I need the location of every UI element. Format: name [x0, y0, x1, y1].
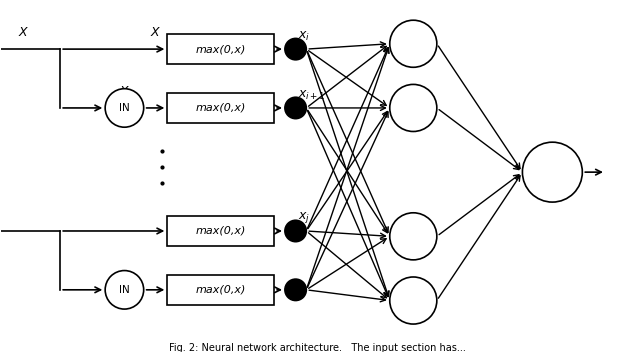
Circle shape: [285, 279, 306, 301]
Text: max(0,x): max(0,x): [195, 44, 246, 54]
Bar: [167, 216, 275, 246]
Text: max(0,x): max(0,x): [195, 226, 246, 236]
Circle shape: [522, 142, 582, 202]
Circle shape: [390, 20, 437, 67]
Text: X: X: [18, 26, 27, 39]
Bar: [167, 93, 275, 123]
Text: max(0,x): max(0,x): [195, 103, 246, 113]
Text: X: X: [150, 26, 158, 39]
Text: Fig. 2: Neural network architecture.   The input section has...: Fig. 2: Neural network architecture. The…: [169, 343, 465, 352]
Circle shape: [285, 38, 306, 60]
Ellipse shape: [105, 271, 144, 309]
Circle shape: [390, 213, 437, 260]
Text: IN: IN: [119, 103, 130, 113]
Text: $x_i$: $x_i$: [298, 30, 310, 43]
Circle shape: [285, 97, 306, 119]
Text: -X: -X: [116, 85, 129, 98]
Circle shape: [390, 277, 437, 324]
Text: $x_{i+1}$: $x_{i+1}$: [298, 88, 325, 101]
Text: IN: IN: [119, 285, 130, 295]
Bar: [167, 275, 275, 305]
Ellipse shape: [105, 89, 144, 127]
Text: $x_j$: $x_j$: [298, 209, 310, 225]
Text: max(0,x): max(0,x): [195, 285, 246, 295]
Bar: [167, 34, 275, 64]
Circle shape: [285, 220, 306, 242]
Circle shape: [390, 84, 437, 132]
